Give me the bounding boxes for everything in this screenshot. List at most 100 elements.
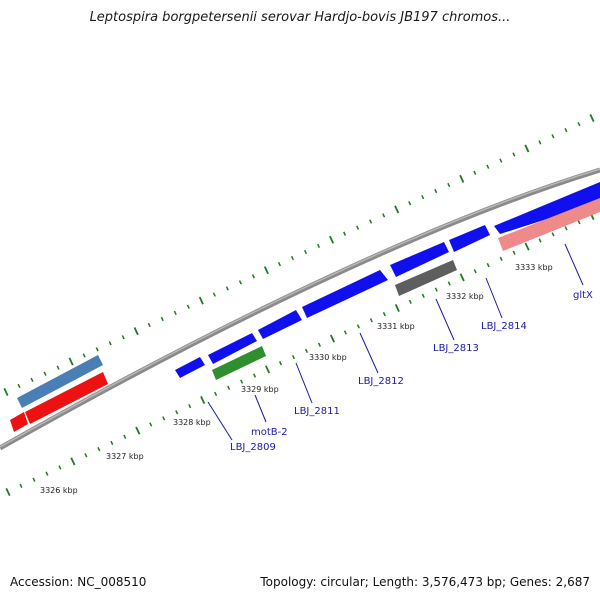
tick-mark xyxy=(577,220,581,225)
tick-mark xyxy=(304,348,309,354)
tick-mark xyxy=(186,304,190,309)
accession-text: Accession: NC_008510 xyxy=(10,575,147,589)
tick-mark xyxy=(17,383,21,389)
tick-mark xyxy=(382,213,386,218)
tick-mark xyxy=(160,316,164,322)
gene-label-lbj-2811[interactable]: LBJ_2811 xyxy=(294,406,340,417)
tick-mark xyxy=(279,361,283,366)
tick-mark xyxy=(58,465,62,470)
gene-label-lbj-2809[interactable]: LBJ_2809 xyxy=(230,442,276,453)
tick-mark xyxy=(188,404,192,409)
gene-label-gltx[interactable]: gltX xyxy=(573,290,593,301)
tick-mark xyxy=(499,256,503,262)
gene-block-red[interactable] xyxy=(25,372,108,424)
tick-mark xyxy=(356,225,360,230)
tick-mark xyxy=(524,144,530,153)
gene-arrow-red-small[interactable] xyxy=(10,412,28,432)
tick-mark xyxy=(459,174,465,183)
inner-tick-row xyxy=(5,211,595,497)
connector-line xyxy=(207,401,233,441)
map-title: Leptospira borgpetersenii serovar Hardjo… xyxy=(89,10,511,25)
tick-mark xyxy=(108,341,112,346)
tick-mark xyxy=(32,477,36,482)
tick-mark xyxy=(70,457,76,466)
tick-mark xyxy=(486,164,490,169)
chromosome-backbone-shade xyxy=(0,168,600,448)
kbp-labels: 3326 kbp 3327 kbp 3328 kbp 3329 kbp 3330… xyxy=(40,263,553,495)
kbp-label: 3326 kbp xyxy=(40,486,78,495)
tick-mark xyxy=(149,422,153,427)
tick-mark xyxy=(329,235,335,244)
tick-mark xyxy=(421,293,425,298)
connector-line xyxy=(564,243,584,286)
gene-label-lbj-2813[interactable]: LBJ_2813 xyxy=(433,343,479,354)
tick-mark xyxy=(394,205,400,214)
tick-mark xyxy=(499,158,503,163)
tick-mark xyxy=(459,273,465,282)
connector-line xyxy=(359,332,379,374)
gene-arrow[interactable] xyxy=(175,357,205,378)
gene-arrow[interactable] xyxy=(449,225,490,252)
tick-mark xyxy=(369,318,373,323)
tick-mark xyxy=(173,310,177,315)
gene-arrow[interactable] xyxy=(302,270,388,318)
gene-block-gray[interactable] xyxy=(395,260,457,296)
tick-mark xyxy=(84,453,88,458)
gene-arrow[interactable] xyxy=(494,182,600,234)
kbp-label: 3328 kbp xyxy=(173,418,211,427)
gene-arrow[interactable] xyxy=(208,333,257,364)
tick-mark xyxy=(329,334,335,343)
kbp-label: 3327 kbp xyxy=(106,452,144,461)
tick-mark xyxy=(512,152,516,157)
tick-mark xyxy=(97,446,101,452)
tick-mark xyxy=(227,385,231,390)
tick-mark xyxy=(303,249,308,255)
chromosome-backbone xyxy=(0,167,600,451)
tick-mark xyxy=(291,354,296,360)
kbp-label: 3329 kbp xyxy=(241,385,279,394)
tick-mark xyxy=(551,134,555,139)
gene-block-green[interactable] xyxy=(212,346,266,380)
gene-labels: LBJ_2809 motB-2 LBJ_2811 LBJ_2812 LBJ_28… xyxy=(230,290,593,453)
tick-mark xyxy=(394,303,400,313)
tick-mark xyxy=(317,342,321,347)
kbp-label: 3333 kbp xyxy=(515,263,553,272)
tick-mark xyxy=(577,121,581,127)
gene-label-lbj-2812[interactable]: LBJ_2812 xyxy=(358,376,404,387)
gene-block-bluegray[interactable] xyxy=(17,355,103,408)
tick-mark xyxy=(524,242,530,251)
tick-mark xyxy=(95,347,99,352)
gene-block-pink[interactable] xyxy=(498,198,600,251)
forward-strand-genes xyxy=(175,182,600,378)
tick-mark xyxy=(147,322,151,328)
reverse-strand-genes xyxy=(10,198,600,432)
tick-mark xyxy=(317,243,321,248)
tick-mark xyxy=(538,140,542,145)
tick-mark xyxy=(110,440,114,446)
tick-mark xyxy=(68,357,74,366)
tick-mark xyxy=(538,238,542,243)
outer-tick-row xyxy=(3,113,595,397)
kbp-label: 3330 kbp xyxy=(309,353,347,362)
tick-mark xyxy=(343,330,347,335)
gene-arrow[interactable] xyxy=(258,310,302,339)
tick-mark xyxy=(225,286,229,291)
connector-line xyxy=(485,277,503,319)
gene-arrow[interactable] xyxy=(390,242,449,277)
tick-mark xyxy=(408,201,412,206)
gene-label-lbj-2814[interactable]: LBJ_2814 xyxy=(481,321,527,332)
tick-mark xyxy=(473,170,477,175)
tick-mark xyxy=(343,231,347,236)
gene-label-motb-2[interactable]: motB-2 xyxy=(251,427,288,438)
tick-mark xyxy=(123,434,127,439)
tick-mark xyxy=(589,113,595,123)
tick-mark xyxy=(238,280,242,285)
connector-line xyxy=(435,298,455,341)
tick-mark xyxy=(447,281,451,286)
tick-mark xyxy=(212,292,216,297)
tick-mark xyxy=(43,371,47,376)
tick-mark xyxy=(162,416,166,421)
tick-mark xyxy=(551,232,555,237)
tick-mark xyxy=(434,287,438,292)
tick-mark xyxy=(447,182,451,188)
